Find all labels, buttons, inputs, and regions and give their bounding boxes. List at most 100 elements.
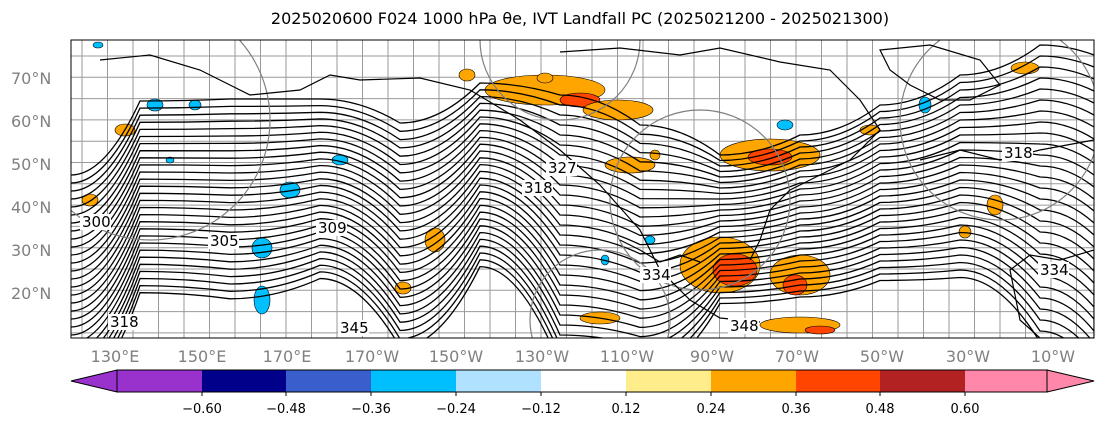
gray-contour-line [609,109,791,291]
longitude-label: 150°E [178,347,227,366]
latitude-label: 30°N [11,241,51,260]
gray-contour-line [479,40,641,121]
theta-e-contour-line [120,265,1039,338]
contour-label: 345 [340,319,369,337]
colorbar-segment [456,370,541,392]
colorbar-segment [965,370,1047,392]
theta-e-contour-line [71,110,1094,224]
contour-label-backdrop [1038,262,1069,278]
contour-label-backdrop [208,233,239,249]
colorbar-tick-label: −0.36 [351,402,391,417]
theta-e-contour-line [117,259,1066,338]
longitude-label: 170°W [345,347,400,366]
theta-e-contour-line [71,197,1094,312]
theta-e-contour-line [71,99,1094,216]
longitude-labels: 130°E 150°E 170°E 170°W 150°W 130°W 110°W 90°W 7… [91,347,1076,366]
latitude-labels: 70°N 60°N 50°N 40°N 30°N 20°N [11,69,51,303]
contour-label-backdrop [546,160,577,176]
longitude-label: 90°W [690,347,734,366]
colorbar-extend-high [1046,369,1095,393]
longitude-label: 10°W [1031,347,1075,366]
ivt-shaded-region [1010,61,1040,75]
contour-label-backdrop [522,180,553,196]
ivt-shaded-region [458,68,476,82]
coastline [1009,249,1094,338]
coastline [559,47,881,261]
map-frame [70,39,1095,339]
longitude-label: 130°W [515,347,570,366]
colorbar-tick-label: −0.48 [266,402,306,417]
colorbar-tick-label: −0.60 [182,402,222,417]
contour-label: 309 [318,219,347,237]
ivt-shaded-region [188,99,202,111]
theta-e-contour-line [71,55,1094,184]
colorbar-tick-label: 0.24 [697,402,726,417]
latitude-label: 20°N [11,284,51,303]
ivt-shaded-region [253,285,271,315]
map-title: 2025020600 F024 1000 hPa θe, IVT Landfal… [270,9,890,28]
longitude-label: 70°W [775,347,819,366]
contour-label-backdrop [1002,145,1033,161]
ivt-shaded-region [536,72,554,84]
colorbar-tick-label: −0.12 [521,402,561,417]
contour-label: 305 [210,232,239,250]
theta-e-contour-line [71,163,1094,272]
ivt-shaded-region [804,325,836,335]
contour-label-backdrop [728,318,759,334]
longitude-label: 110°W [600,347,655,366]
theta-e-contour-line [71,77,1094,200]
colorbar-segment [541,370,626,392]
colorbar-segment [880,370,965,392]
ivt-shaded-region [649,149,661,161]
theta-e-contour-line [71,170,1094,280]
contour-label-backdrop [640,267,671,283]
gray-contour-line [529,249,671,338]
contour-label-backdrop [108,314,139,330]
colorbar-tick-label: 0.60 [951,402,980,417]
coastline [879,44,1001,101]
theta-e-contour-line [71,204,1094,320]
contour-label: 334 [642,266,671,284]
theta-e-contour-line [112,252,1080,338]
ivt-shaded-region [251,237,273,259]
colorbar-tick-label: 0.12 [612,402,641,417]
contour-labels: 305 309 318 345 300 348 334 334 318 318 327 [80,144,1069,337]
theta-e-contour-line [71,66,1094,192]
theta-e-contour-line [71,156,1094,264]
colorbar-segment [711,370,796,392]
colorbar-tick-label: 0.36 [782,402,811,417]
contour-label: 318 [1004,144,1033,162]
longitude-label: 170°E [263,347,312,366]
contour-label: 334 [1040,261,1069,279]
contour-label: 348 [730,317,759,335]
theta-e-contour-line [108,245,1091,338]
colorbar-outline [116,369,1048,393]
contour-label: 327 [548,159,577,177]
latitude-label: 70°N [11,69,51,88]
contour-label: 318 [524,179,553,197]
colorbar-segment [202,370,286,392]
theta-e-contour-line [95,231,1094,338]
contour-label-backdrop [316,220,347,236]
colorbar-segment [286,370,371,392]
colorbar-segment [371,370,456,392]
colorbar-segment [117,370,202,392]
theta-e-contour-line [71,141,1094,248]
theta-e-contour-line [85,225,1094,338]
colorbar-tick-label: −0.24 [436,402,476,417]
contour-label: 318 [110,313,139,331]
latitude-label: 60°N [11,112,51,131]
colorbar-tick-label: 0.48 [866,402,895,417]
longitude-label: 30°W [946,347,990,366]
ivt-shaded-region [92,41,104,49]
contour-label: 300 [82,213,111,231]
latitude-label: 40°N [11,198,51,217]
colorbar-segment [796,370,880,392]
longitude-label: 130°E [91,347,140,366]
gray-contour-line [899,40,1094,221]
contour-label-backdrop [338,320,369,336]
latitude-label: 50°N [11,155,51,174]
colorbar-extend-low [70,369,118,393]
theta-e-contour-line [71,44,1094,176]
ivt-shaded-region [776,119,794,131]
